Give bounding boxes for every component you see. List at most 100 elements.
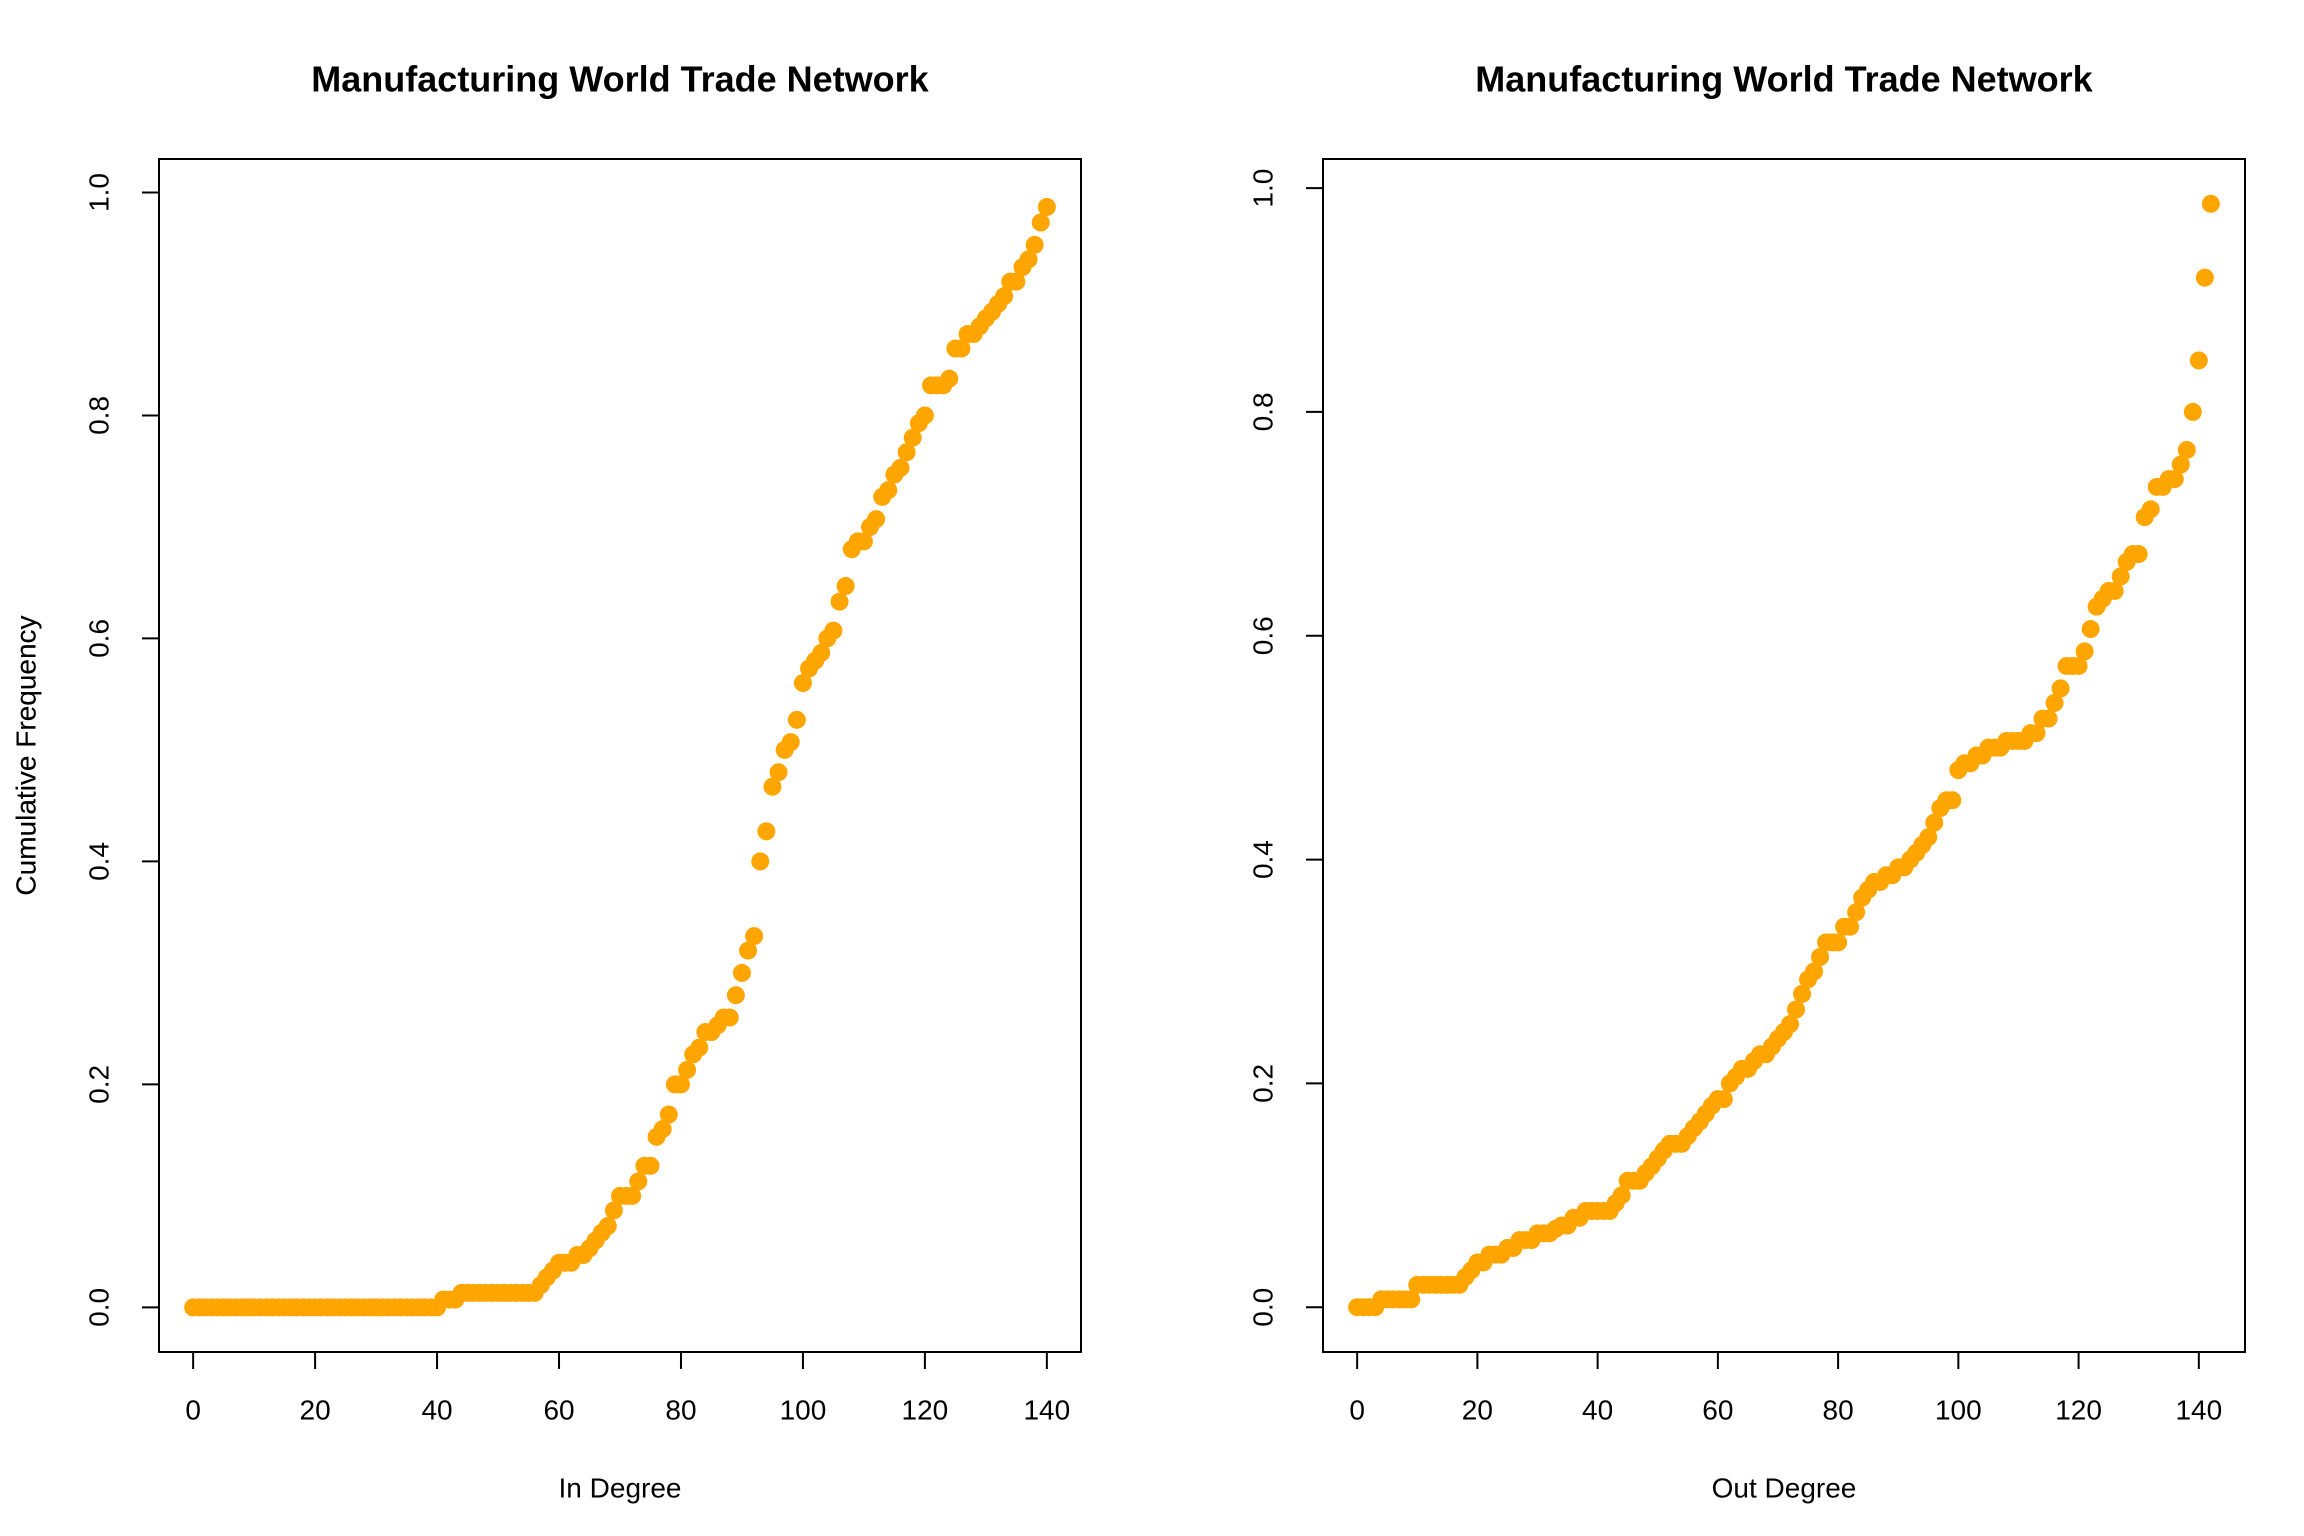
point — [1019, 250, 1038, 269]
x-tick-label: 0 — [1349, 1394, 1365, 1425]
point — [1919, 828, 1938, 847]
point — [830, 592, 849, 611]
x-tick-label: 20 — [300, 1394, 331, 1425]
point — [915, 406, 934, 425]
point — [1829, 933, 1848, 952]
point — [671, 1075, 690, 1094]
y-tick-label: 0.2 — [1247, 1064, 1278, 1103]
point — [2111, 567, 2130, 586]
chart-title: Manufacturing World Trade Network — [311, 59, 929, 100]
point — [2045, 693, 2064, 712]
point — [891, 458, 910, 477]
point — [1787, 1000, 1806, 1019]
y-tick-label: 0.6 — [83, 619, 114, 658]
point — [2051, 679, 2070, 698]
point — [2183, 402, 2202, 421]
y-axis-label: Cumulative Frequency — [10, 615, 41, 895]
point — [1025, 235, 1044, 254]
x-tick-label: 100 — [1935, 1394, 1982, 1425]
y-tick-label: 0.4 — [83, 842, 114, 881]
point — [2201, 194, 2220, 213]
point — [629, 1172, 648, 1191]
point — [769, 763, 788, 782]
point — [757, 822, 776, 841]
point — [879, 481, 898, 500]
x-tick-label: 0 — [185, 1394, 201, 1425]
point — [903, 428, 922, 447]
y-tick-label: 1.0 — [83, 173, 114, 212]
point — [1612, 1186, 1631, 1205]
point — [854, 532, 873, 551]
point — [763, 777, 782, 796]
y-tick-label: 0.6 — [1247, 616, 1278, 655]
point — [2105, 581, 2124, 600]
point — [1007, 272, 1026, 291]
x-tick-label: 140 — [1023, 1394, 1070, 1425]
x-tick-label: 140 — [2175, 1394, 2222, 1425]
point — [793, 674, 812, 693]
y-tick-label: 0.8 — [1247, 392, 1278, 431]
point — [2039, 709, 2058, 728]
x-axis-label: Out Degree — [1712, 1472, 1857, 1503]
point — [2129, 545, 2148, 564]
point — [787, 710, 806, 729]
point — [824, 621, 843, 640]
x-tick-label: 120 — [2055, 1394, 2102, 1425]
point — [1811, 947, 1830, 966]
point — [1031, 213, 1050, 232]
point — [604, 1201, 623, 1220]
x-tick-label: 60 — [543, 1394, 574, 1425]
y-tick-label: 1.0 — [1247, 169, 1278, 208]
point — [2075, 642, 2094, 661]
point — [995, 287, 1014, 306]
x-tick-label: 40 — [1582, 1394, 1613, 1425]
point — [690, 1038, 709, 1057]
point — [2171, 455, 2190, 474]
x-tick-label: 100 — [780, 1394, 827, 1425]
point — [2195, 268, 2214, 287]
point — [1943, 791, 1962, 810]
point — [812, 643, 831, 662]
point — [1847, 903, 1866, 922]
point — [1793, 984, 1812, 1003]
x-tick-label: 80 — [1823, 1394, 1854, 1425]
plot-box — [1322, 158, 2246, 1353]
point — [659, 1105, 678, 1124]
y-axis-label: Cumulative Frequency — [10, 615, 41, 895]
point — [751, 852, 770, 871]
point — [720, 1008, 739, 1027]
point — [2069, 656, 2088, 675]
point — [641, 1156, 660, 1175]
point — [867, 510, 886, 529]
y-tick-label: 0.8 — [83, 396, 114, 435]
x-tick-label: 40 — [421, 1394, 452, 1425]
point — [739, 941, 758, 960]
point — [598, 1217, 617, 1236]
point — [1402, 1290, 1421, 1309]
x-axis-label: In Degree — [559, 1472, 682, 1503]
point — [623, 1186, 642, 1205]
x-tick-label: 60 — [1702, 1394, 1733, 1425]
point — [2165, 470, 2184, 489]
point — [952, 339, 971, 358]
chart-title: Manufacturing World Trade Network — [1475, 59, 2093, 100]
point — [1714, 1090, 1733, 1109]
point — [678, 1060, 697, 1079]
point — [653, 1120, 672, 1139]
plot-box — [158, 158, 1082, 1353]
x-tick-label: 80 — [665, 1394, 696, 1425]
x-tick-label: 20 — [1462, 1394, 1493, 1425]
point — [732, 963, 751, 982]
point — [1037, 197, 1056, 216]
point — [2141, 500, 2160, 519]
point — [1925, 813, 1944, 832]
point — [745, 927, 764, 946]
point — [1805, 962, 1824, 981]
x-tick-label: 120 — [902, 1394, 949, 1425]
point — [781, 733, 800, 752]
point — [897, 443, 916, 462]
point — [2081, 620, 2100, 639]
point — [2027, 724, 2046, 743]
point — [1781, 1015, 1800, 1034]
